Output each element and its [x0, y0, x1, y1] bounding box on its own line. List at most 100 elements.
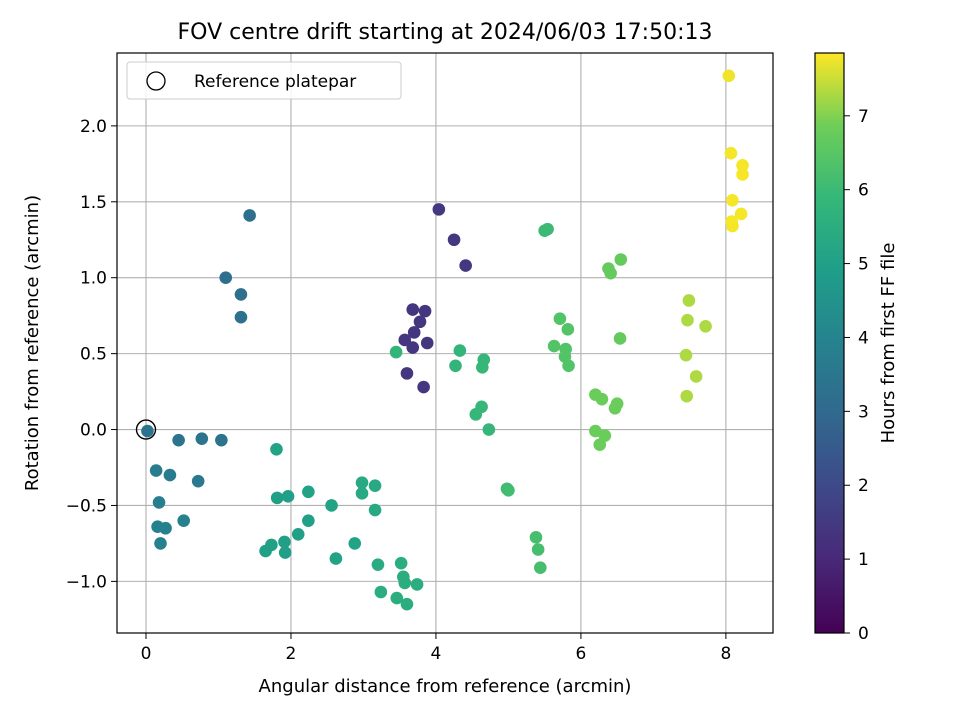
y-tick-label: 0.0: [80, 421, 107, 441]
y-tick-label: 1.5: [80, 193, 107, 213]
data-point: [398, 333, 412, 347]
data-point: [149, 464, 163, 477]
data-point: [679, 348, 693, 362]
data-point: [291, 528, 305, 541]
x-tick-label: 8: [720, 644, 731, 664]
y-tick-label: 1.0: [80, 269, 107, 289]
data-point: [420, 336, 434, 350]
data-point: [329, 552, 343, 565]
colorbar-tick-label: 1: [858, 550, 869, 570]
data-point: [722, 69, 736, 83]
data-point: [502, 483, 515, 497]
data-point: [699, 319, 712, 333]
colorbar-tick-label: 6: [858, 181, 869, 201]
data-point: [374, 585, 388, 599]
data-point: [163, 468, 177, 482]
data-point: [482, 423, 496, 436]
data-point: [406, 303, 420, 316]
data-point: [682, 294, 696, 307]
data-point: [368, 503, 382, 517]
data-point: [604, 266, 617, 280]
data-point: [734, 207, 748, 221]
y-tick-label: 2.0: [80, 117, 107, 137]
data-point: [681, 313, 694, 327]
data-point: [534, 561, 547, 575]
chart-title: FOV centre drift starting at 2024/06/03 …: [178, 20, 713, 45]
data-points: [135, 69, 749, 611]
data-point: [371, 558, 385, 571]
data-point: [476, 360, 489, 374]
data-point: [400, 597, 414, 611]
data-point: [172, 433, 185, 447]
data-point: [281, 490, 295, 503]
x-tick-label: 6: [575, 644, 586, 664]
data-point: [453, 344, 467, 357]
data-point: [177, 514, 190, 527]
data-point: [400, 367, 414, 380]
data-point: [154, 537, 167, 550]
x-tick-label: 2: [286, 644, 297, 664]
y-tick-label: −1.0: [66, 572, 107, 592]
x-tick-label: 0: [141, 644, 152, 664]
colorbar-label: Hours from first FF file: [878, 243, 899, 444]
colorbar-tick-label: 5: [858, 255, 869, 275]
colorbar-tick-label: 0: [858, 624, 869, 644]
data-point: [219, 271, 233, 285]
data-point: [531, 543, 545, 556]
data-point: [680, 389, 694, 403]
data-point: [390, 591, 404, 605]
data-point: [407, 326, 421, 339]
data-point: [418, 304, 432, 318]
legend-label: Reference platepar: [194, 72, 356, 92]
data-point: [355, 476, 369, 489]
data-point: [413, 315, 427, 329]
data-point: [278, 535, 291, 549]
data-point: [270, 442, 283, 456]
data-point: [595, 392, 609, 406]
data-point: [234, 310, 248, 324]
data-point: [325, 499, 338, 512]
data-point: [449, 359, 462, 373]
data-point: [278, 546, 292, 559]
data-point: [736, 159, 749, 172]
colorbar-tick-label: 7: [858, 107, 869, 127]
data-point: [529, 531, 543, 544]
y-axis-ticks: −1.0 −0.5 0.0 0.5 1.0 1.5 2.0: [66, 117, 117, 592]
data-point: [726, 193, 739, 207]
data-point: [152, 496, 166, 509]
y-tick-label: 0.5: [80, 345, 107, 365]
data-point: [348, 537, 362, 550]
data-point: [302, 514, 315, 527]
grid-lines: [117, 53, 773, 633]
data-point: [447, 233, 461, 247]
data-point: [406, 341, 420, 354]
data-point: [469, 408, 483, 421]
data-point: [547, 339, 561, 353]
legend-box: [126, 61, 402, 100]
data-point: [234, 288, 248, 301]
data-point: [191, 474, 205, 488]
data-point: [159, 521, 172, 535]
data-point: [417, 380, 430, 394]
data-point: [562, 359, 575, 373]
data-point: [726, 219, 739, 233]
colorbar-ticks: 0 1 2 3 4 5 6 7: [844, 107, 869, 644]
data-point: [593, 438, 607, 452]
x-tick-label: 4: [431, 644, 442, 664]
data-point: [243, 209, 256, 222]
data-point: [613, 332, 627, 345]
data-point: [141, 424, 154, 438]
data-point: [215, 433, 228, 447]
x-axis-label: Angular distance from reference (arcmin): [259, 676, 632, 697]
legend-marker: [146, 71, 166, 91]
y-tick-label: −0.5: [66, 496, 107, 516]
colorbar-tick-label: 4: [858, 328, 869, 348]
data-point: [259, 544, 272, 558]
plot-frame: [116, 52, 774, 634]
data-point: [614, 253, 628, 266]
data-point: [736, 168, 749, 181]
data-point: [355, 487, 369, 500]
colorbar-tick-label: 2: [858, 476, 869, 496]
data-point: [553, 312, 567, 326]
